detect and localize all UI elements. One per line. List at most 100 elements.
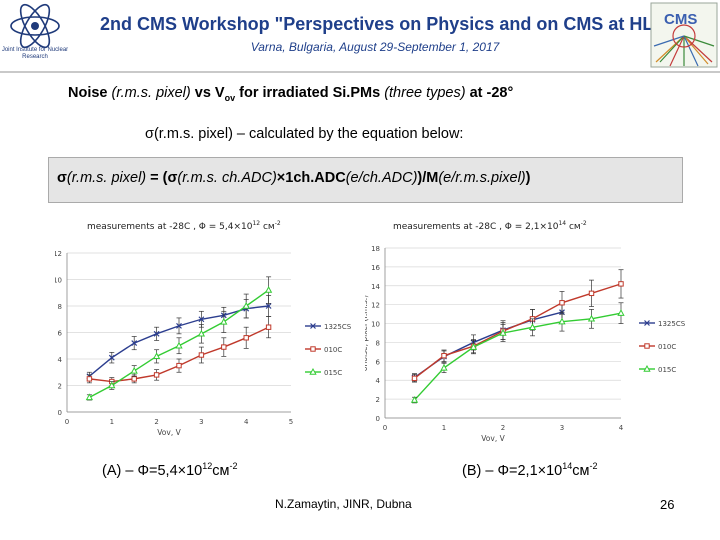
- legend-label: 010C: [658, 343, 676, 351]
- page-number: 26: [660, 497, 675, 512]
- marker-stroke: [108, 354, 115, 361]
- y-axis-label: σnoise, pixel (r.m.s.): [365, 295, 369, 371]
- data-point-010C: [86, 376, 93, 382]
- workshop-title: 2nd CMS Workshop "Perspectives on Physic…: [100, 14, 705, 34]
- y-tick-label: 4: [58, 356, 63, 364]
- marker-stroke: [198, 316, 205, 323]
- data-point-015C: [469, 343, 478, 350]
- header-divider: [0, 71, 720, 73]
- data-point-010C: [618, 281, 624, 287]
- legend-entry-1325CS: 1325CS: [639, 320, 686, 328]
- data-point-015C: [617, 309, 625, 316]
- legend-entry-010C: 010C: [305, 346, 342, 354]
- y-tick-label: 4: [376, 377, 381, 385]
- data-point-1325CS: [108, 354, 115, 361]
- data-point-1325CS: [198, 316, 205, 323]
- chart-title: measurements at -28C , Φ = 2,1×1014 см-2: [393, 220, 587, 232]
- svg-text:CMS: CMS: [664, 11, 697, 28]
- data-point-010C: [588, 290, 595, 297]
- data-point-015C: [558, 317, 566, 325]
- y-tick-label: 12: [371, 302, 380, 310]
- legend-label: 015C: [324, 369, 342, 377]
- data-point-015C: [528, 323, 537, 331]
- data-point-010C: [441, 352, 447, 359]
- panel-b-label: (B) – Φ=2,1×1014см-2: [462, 461, 598, 479]
- marker-stroke: [265, 303, 272, 309]
- jinr-logo-icon: [10, 3, 60, 49]
- data-point-015C: [130, 366, 138, 374]
- legend-entry-015C: 015C: [639, 364, 676, 374]
- jinr-logo-text: Joint Institute for Nuclear Research: [1, 47, 69, 60]
- y-tick-label: 2: [376, 396, 380, 404]
- marker-stroke: [131, 340, 138, 347]
- chart-title: measurements at -28C , Φ = 5,4×1012 см-2: [87, 220, 281, 232]
- x-axis-label: Vov, V: [157, 428, 181, 437]
- data-point-1325CS: [131, 340, 138, 347]
- x-tick-label: 2: [154, 418, 158, 426]
- x-tick-label: 4: [244, 418, 249, 426]
- data-point-010C: [411, 375, 418, 382]
- legend-label: 1325CS: [658, 320, 686, 328]
- marker-stroke: [176, 322, 182, 329]
- x-tick-label: 1: [110, 418, 114, 426]
- data-point-015C: [440, 363, 448, 371]
- x-tick-label: 1: [442, 424, 446, 432]
- chart-panel-b: measurements at -28C , Φ = 2,1×1014 см-2…: [365, 220, 686, 443]
- x-tick-label: 0: [383, 424, 387, 432]
- data-point-1325CS: [176, 322, 182, 329]
- y-tick-label: 6: [376, 358, 381, 366]
- y-tick-label: 2: [58, 383, 62, 391]
- chart-title-exp: 12: [252, 220, 260, 227]
- legend-entry-015C: 015C: [305, 367, 342, 377]
- x-axis-label: Vov, V: [481, 434, 505, 443]
- x-tick-label: 3: [560, 424, 564, 432]
- legend-marker: [644, 320, 650, 326]
- chart-title-unit-exp: -2: [275, 220, 281, 227]
- x-tick-label: 4: [619, 424, 624, 432]
- formula-intro: σ(r.m.s. pixel) – calculated by the equa…: [145, 126, 464, 142]
- slide-header: Joint Institute for Nuclear Research 2nd…: [0, 0, 720, 72]
- chart-title-prefix: measurements at -28C , Φ = 2,1×10: [393, 222, 559, 232]
- data-point-010C: [198, 352, 205, 358]
- data-point-015C: [499, 328, 507, 336]
- legend-label: 010C: [324, 346, 342, 354]
- x-tick-label: 5: [289, 418, 293, 426]
- chart-title-exp: 14: [558, 220, 566, 227]
- data-point-1325CS: [265, 303, 272, 309]
- y-tick-label: 0: [58, 409, 62, 417]
- y-tick-label: 10: [371, 321, 380, 329]
- chart-title-unit-exp: -2: [581, 220, 587, 227]
- series-line-1325CS: [414, 311, 563, 378]
- data-point-015C: [108, 381, 116, 389]
- chart-title-prefix: measurements at -28C , Φ = 5,4×10: [87, 222, 253, 232]
- panel-a-label: (A) – Φ=5,4×1012см-2: [102, 461, 238, 479]
- data-point-010C: [559, 300, 565, 306]
- legend-marker: [309, 367, 317, 375]
- legend-marker: [644, 343, 650, 349]
- formula-box: [48, 157, 683, 203]
- x-tick-label: 0: [65, 418, 69, 426]
- y-tick-label: 8: [58, 303, 62, 311]
- y-tick-label: 14: [371, 283, 380, 291]
- legend-label: 1325CS: [324, 323, 352, 331]
- y-tick-label: 12: [55, 250, 62, 258]
- x-tick-label: 3: [199, 418, 203, 426]
- y-tick-label: 18: [371, 245, 380, 253]
- legend-entry-1325CS: 1325CS: [305, 323, 352, 331]
- data-point-015C: [197, 329, 206, 337]
- data-point-015C: [152, 352, 161, 360]
- data-point-010C: [221, 344, 227, 350]
- footer-author: N.Zamaytin, JINR, Dubna: [275, 497, 412, 511]
- y-tick-label: 10: [55, 277, 62, 285]
- data-point-015C: [410, 396, 419, 403]
- data-point-010C: [131, 376, 137, 382]
- data-point-1325CS: [153, 330, 160, 337]
- data-point-015C: [587, 314, 596, 322]
- y-tick-label: 6: [58, 330, 63, 338]
- noise-formula: σ(r.m.s. pixel) = (σ(r.m.s. ch.ADC)×1ch.…: [57, 170, 531, 186]
- data-point-010C: [176, 362, 182, 369]
- y-tick-label: 0: [376, 415, 380, 423]
- chart-panel-a: measurements at -28C , Φ = 5,4×1012 см-2…: [55, 220, 352, 437]
- legend-marker: [310, 323, 316, 329]
- data-point-010C: [243, 335, 249, 341]
